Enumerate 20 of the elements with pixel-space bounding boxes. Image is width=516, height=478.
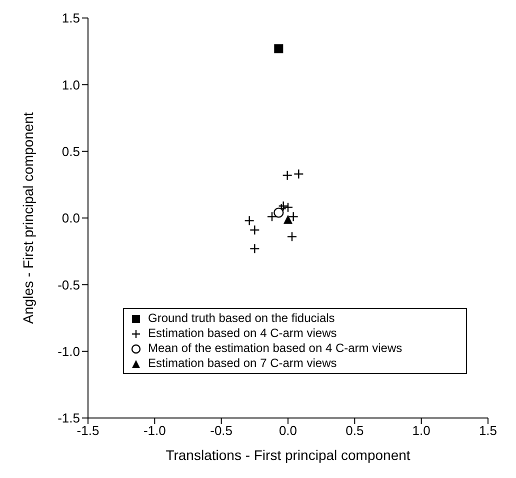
x-tick-label: 0.5 (346, 423, 364, 438)
legend-label: Estimation based on 7 C-arm views (148, 356, 337, 371)
y-tick-label: 1.0 (62, 77, 80, 92)
x-tick-label: -0.5 (210, 423, 233, 438)
legend-label: Mean of the estimation based on 4 C-arm views (148, 341, 402, 356)
x-axis-title: Translations - First principal component (166, 447, 410, 463)
y-tick-label: -1.5 (58, 410, 80, 426)
y-tick-label: -0.5 (58, 277, 80, 292)
x-tick-label: -1.5 (76, 423, 100, 438)
x-tick-label: 1.0 (412, 423, 430, 438)
y-tick-label: 1.5 (62, 10, 80, 26)
y-axis-title: Angles - First principal component (20, 112, 36, 324)
y-tick-label: 0.5 (62, 144, 80, 159)
x-tick-label: -1.0 (143, 423, 166, 438)
x-tick-label: 0.0 (278, 423, 298, 438)
legend-label: Ground truth based on the fiducials (148, 311, 335, 326)
x-tick-label: 1.5 (478, 423, 498, 438)
y-tick-label: -1.0 (58, 344, 80, 359)
legend-label: Estimation based on 4 C-arm views (148, 326, 337, 341)
y-tick-label: 0.0 (62, 210, 80, 226)
